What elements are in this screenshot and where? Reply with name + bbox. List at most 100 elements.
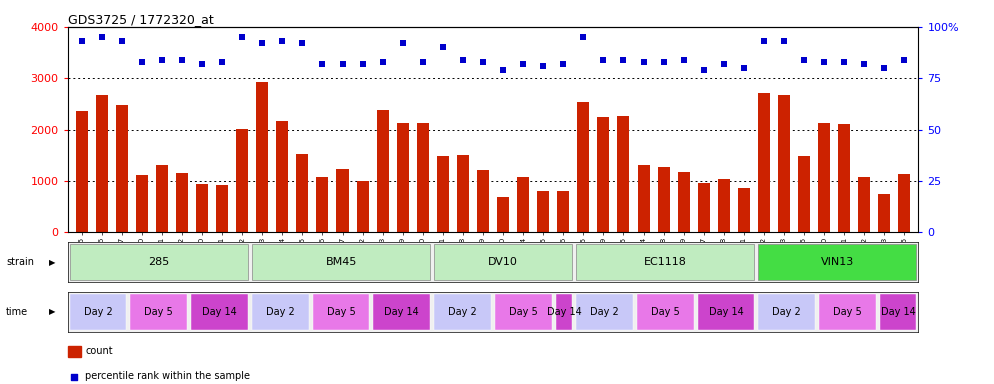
Bar xyxy=(136,175,148,232)
Bar xyxy=(256,82,268,232)
Bar xyxy=(237,129,248,232)
Bar xyxy=(578,102,589,232)
Bar xyxy=(517,177,529,232)
Point xyxy=(576,34,591,40)
Bar xyxy=(698,183,710,232)
Point xyxy=(134,59,150,65)
Bar xyxy=(577,244,754,280)
Text: Day 14: Day 14 xyxy=(881,307,915,317)
Bar xyxy=(70,294,126,330)
Bar xyxy=(251,244,430,280)
Bar xyxy=(758,244,916,280)
Bar xyxy=(436,156,449,232)
Text: EC1118: EC1118 xyxy=(644,257,687,267)
Text: Day 5: Day 5 xyxy=(327,307,356,317)
Point xyxy=(716,61,732,67)
Bar xyxy=(416,123,428,232)
Bar xyxy=(397,123,409,232)
Text: Day 5: Day 5 xyxy=(651,307,680,317)
Text: 285: 285 xyxy=(148,257,169,267)
Point xyxy=(836,59,852,65)
Point xyxy=(736,65,751,71)
Bar xyxy=(130,294,187,330)
Bar xyxy=(251,294,309,330)
Bar xyxy=(497,197,509,232)
Point xyxy=(435,44,451,50)
Bar xyxy=(276,121,288,232)
Bar xyxy=(698,294,754,330)
Bar xyxy=(434,294,491,330)
Bar xyxy=(757,93,770,232)
Point xyxy=(355,61,371,67)
Text: ▶: ▶ xyxy=(49,258,56,266)
Bar xyxy=(617,116,629,232)
Bar xyxy=(819,294,876,330)
Point xyxy=(214,59,230,65)
Point xyxy=(615,57,631,63)
Bar xyxy=(76,111,87,232)
Text: Day 2: Day 2 xyxy=(448,307,477,317)
Point xyxy=(294,40,310,46)
Text: ▶: ▶ xyxy=(49,308,56,316)
Point xyxy=(816,59,832,65)
Point xyxy=(395,40,411,46)
Point xyxy=(635,59,651,65)
Point xyxy=(676,57,692,63)
Text: DV10: DV10 xyxy=(488,257,518,267)
Point xyxy=(696,67,712,73)
Bar xyxy=(899,174,911,232)
Bar xyxy=(758,294,815,330)
Point xyxy=(154,57,170,63)
Text: Day 14: Day 14 xyxy=(385,307,419,317)
Text: percentile rank within the sample: percentile rank within the sample xyxy=(85,371,250,381)
Bar xyxy=(818,123,830,232)
Bar xyxy=(434,244,572,280)
Bar xyxy=(658,167,670,232)
Text: Day 14: Day 14 xyxy=(202,307,237,317)
Bar xyxy=(313,294,370,330)
Text: Day 5: Day 5 xyxy=(144,307,173,317)
Text: Day 2: Day 2 xyxy=(772,307,801,317)
Bar xyxy=(738,188,749,232)
Point xyxy=(194,61,210,67)
Bar xyxy=(377,109,389,232)
Point xyxy=(414,59,430,65)
Text: Day 2: Day 2 xyxy=(266,307,294,317)
Bar xyxy=(374,294,430,330)
Point xyxy=(897,57,912,63)
Point xyxy=(495,67,511,73)
Point xyxy=(796,57,812,63)
Point xyxy=(535,63,551,69)
Text: strain: strain xyxy=(6,257,34,267)
Bar xyxy=(880,294,916,330)
Point xyxy=(856,61,872,67)
Text: VIN13: VIN13 xyxy=(821,257,854,267)
Bar xyxy=(337,169,349,232)
Bar xyxy=(457,155,469,232)
Text: Day 14: Day 14 xyxy=(709,307,744,317)
Point xyxy=(656,59,672,65)
Point xyxy=(756,38,772,44)
Text: BM45: BM45 xyxy=(325,257,357,267)
Bar xyxy=(678,172,690,232)
Text: time: time xyxy=(6,307,28,317)
Bar xyxy=(316,177,328,232)
Bar xyxy=(597,117,609,232)
Text: Day 14: Day 14 xyxy=(547,307,581,317)
Bar xyxy=(296,154,308,232)
Point xyxy=(74,38,89,44)
Bar xyxy=(838,124,850,232)
Bar xyxy=(70,244,248,280)
Bar xyxy=(191,294,248,330)
Point xyxy=(877,65,893,71)
Bar xyxy=(196,184,208,232)
Bar xyxy=(637,294,694,330)
Point xyxy=(235,34,250,40)
Bar xyxy=(778,95,790,232)
Point xyxy=(595,57,611,63)
Bar xyxy=(495,294,552,330)
Bar xyxy=(115,105,128,232)
Bar xyxy=(176,173,188,232)
Bar xyxy=(357,182,369,232)
Point xyxy=(556,61,572,67)
